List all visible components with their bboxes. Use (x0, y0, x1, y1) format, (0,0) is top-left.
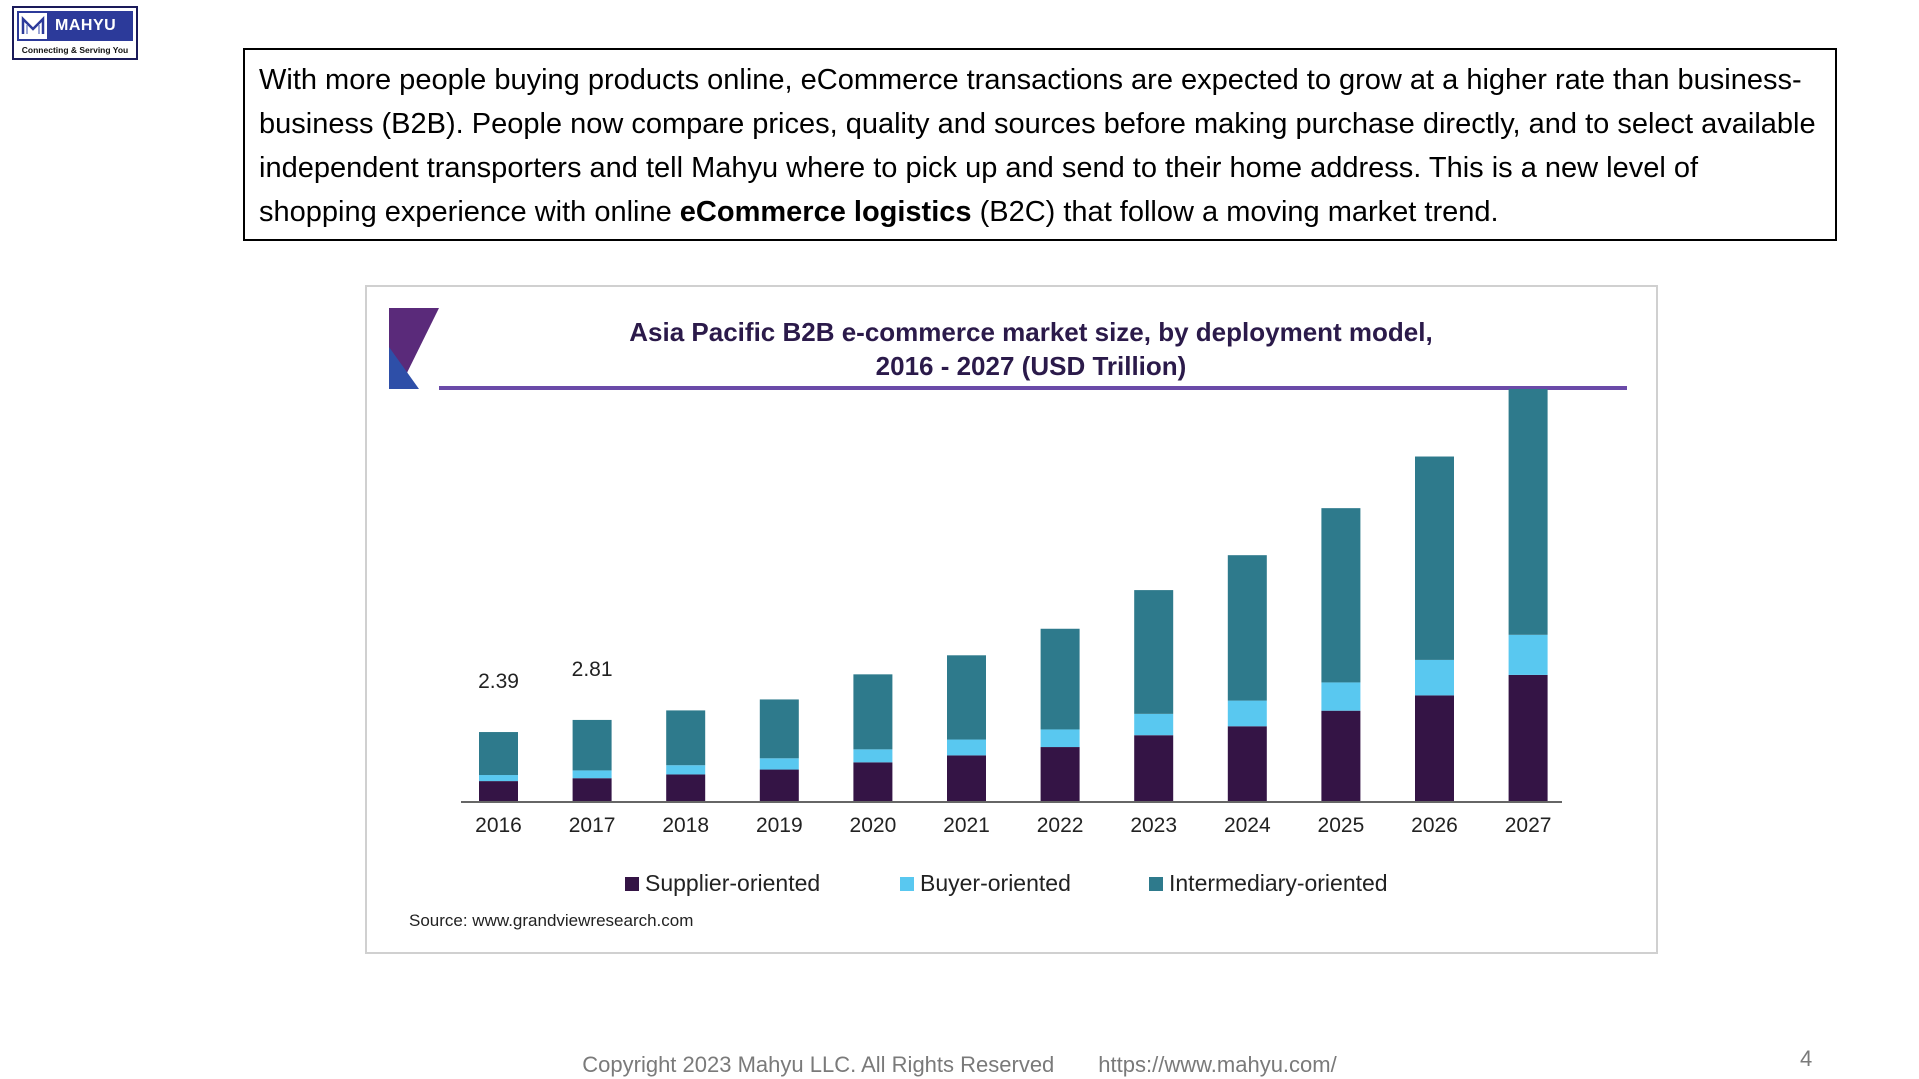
data-labels: 2.39 2.81 (478, 658, 612, 693)
intro-text-part1: With more people buying products online,… (259, 64, 1816, 228)
bar-intermediary-oriented-2017 (572, 719, 612, 771)
chart-frame: Asia Pacific B2B e-commerce market size,… (365, 285, 1658, 954)
bar-supplier-oriented-2022 (1040, 747, 1080, 801)
x-tick-2020: 2020 (850, 814, 897, 837)
bar-intermediary-oriented-2025 (1321, 508, 1361, 683)
header-accent-blue (389, 347, 419, 389)
bar-supplier-oriented-2024 (1227, 726, 1267, 801)
bar-buyer-oriented-2022 (1040, 729, 1080, 748)
bar-supplier-oriented-2016 (479, 781, 518, 801)
legend-swatch-buyer-oriented (900, 877, 914, 891)
x-tick-labels: 2016 2017 2018 2019 2020 2021 2022 2023 2024 2025… (475, 814, 1551, 837)
legend-label-buyer-oriented: Buyer-oriented (920, 870, 1071, 896)
bar-supplier-oriented-2017 (572, 778, 612, 801)
bar-buyer-oriented-2025 (1321, 682, 1361, 711)
source-note: Source: www.grandviewresearch.com (409, 911, 693, 930)
x-tick-2021: 2021 (943, 814, 990, 837)
data-label-2017: 2.81 (572, 658, 613, 681)
bar-intermediary-oriented-2023 (1134, 590, 1174, 714)
bar-buyer-oriented-2027 (1508, 634, 1548, 675)
x-tick-2023: 2023 (1130, 814, 1177, 837)
bar-intermediary-oriented-2021 (947, 655, 986, 740)
bars-group (479, 389, 1548, 801)
logo-banner: MAHYU (17, 11, 133, 41)
x-tick-2019: 2019 (756, 814, 803, 837)
intro-text-bold: eCommerce logistics (679, 196, 972, 228)
bar-buyer-oriented-2017 (572, 770, 612, 779)
bar-buyer-oriented-2026 (1415, 659, 1454, 696)
bar-intermediary-oriented-2019 (759, 699, 799, 759)
header-underline (439, 386, 1627, 390)
bar-supplier-oriented-2018 (666, 774, 706, 801)
x-tick-2016: 2016 (475, 814, 522, 837)
footer-url[interactable]: https://www.mahyu.com/ (1098, 1052, 1337, 1077)
logo-m-icon (19, 13, 47, 39)
bar-intermediary-oriented-2026 (1415, 456, 1454, 660)
bar-supplier-oriented-2025 (1321, 710, 1361, 801)
logo-tagline: Connecting & Serving You (21, 45, 129, 55)
bar-supplier-oriented-2021 (947, 755, 986, 801)
bar-buyer-oriented-2021 (947, 739, 986, 756)
x-tick-2022: 2022 (1037, 814, 1084, 837)
logo-name: MAHYU (55, 17, 117, 34)
bar-buyer-oriented-2023 (1134, 713, 1174, 736)
bar-intermediary-oriented-2018 (666, 710, 706, 766)
bar-supplier-oriented-2027 (1508, 674, 1548, 801)
bar-intermediary-oriented-2020 (853, 674, 893, 750)
bar-supplier-oriented-2026 (1415, 695, 1454, 801)
page-number: 4 (1800, 1046, 1813, 1071)
x-tick-2025: 2025 (1318, 814, 1365, 837)
data-label-2016: 2.39 (478, 670, 519, 693)
intro-text-box: With more people buying products online,… (243, 48, 1837, 241)
bar-buyer-oriented-2024 (1227, 700, 1267, 727)
bar-supplier-oriented-2019 (759, 769, 799, 801)
mahyu-logo: MAHYU Connecting & Serving You (12, 6, 138, 60)
bar-intermediary-oriented-2022 (1040, 628, 1080, 730)
chart-title-line2: 2016 - 2027 (USD Trillion) (876, 351, 1187, 381)
bar-intermediary-oriented-2016 (479, 732, 518, 776)
legend-label-supplier-oriented: Supplier-oriented (645, 870, 820, 896)
bar-buyer-oriented-2016 (479, 775, 518, 782)
footer: Copyright 2023 Mahyu LLC. All Rights Res… (0, 1052, 1919, 1078)
x-tick-2026: 2026 (1411, 814, 1458, 837)
legend: Supplier-oriented Buyer-oriented Intermedi… (625, 870, 1388, 896)
bar-supplier-oriented-2020 (853, 762, 893, 801)
x-tick-2024: 2024 (1224, 814, 1271, 837)
x-tick-2018: 2018 (662, 814, 709, 837)
market-size-chart: Asia Pacific B2B e-commerce market size,… (389, 308, 1627, 930)
bar-intermediary-oriented-2024 (1227, 555, 1267, 701)
x-tick-2017: 2017 (569, 814, 616, 837)
bar-buyer-oriented-2018 (666, 765, 706, 775)
x-tick-2027: 2027 (1505, 814, 1552, 837)
legend-label-intermediary-oriented: Intermediary-oriented (1169, 870, 1388, 896)
bar-buyer-oriented-2019 (759, 758, 799, 770)
chart-title-line1: Asia Pacific B2B e-commerce market size,… (629, 317, 1432, 347)
bar-intermediary-oriented-2027 (1508, 389, 1548, 635)
footer-copyright: Copyright 2023 Mahyu LLC. All Rights Res… (582, 1052, 1055, 1077)
legend-swatch-intermediary-oriented (1149, 877, 1163, 891)
bar-supplier-oriented-2023 (1134, 735, 1174, 801)
legend-swatch-supplier-oriented (625, 877, 639, 891)
intro-text-part2: (B2C) that follow a moving market trend. (971, 196, 1499, 228)
bar-buyer-oriented-2020 (853, 749, 893, 763)
